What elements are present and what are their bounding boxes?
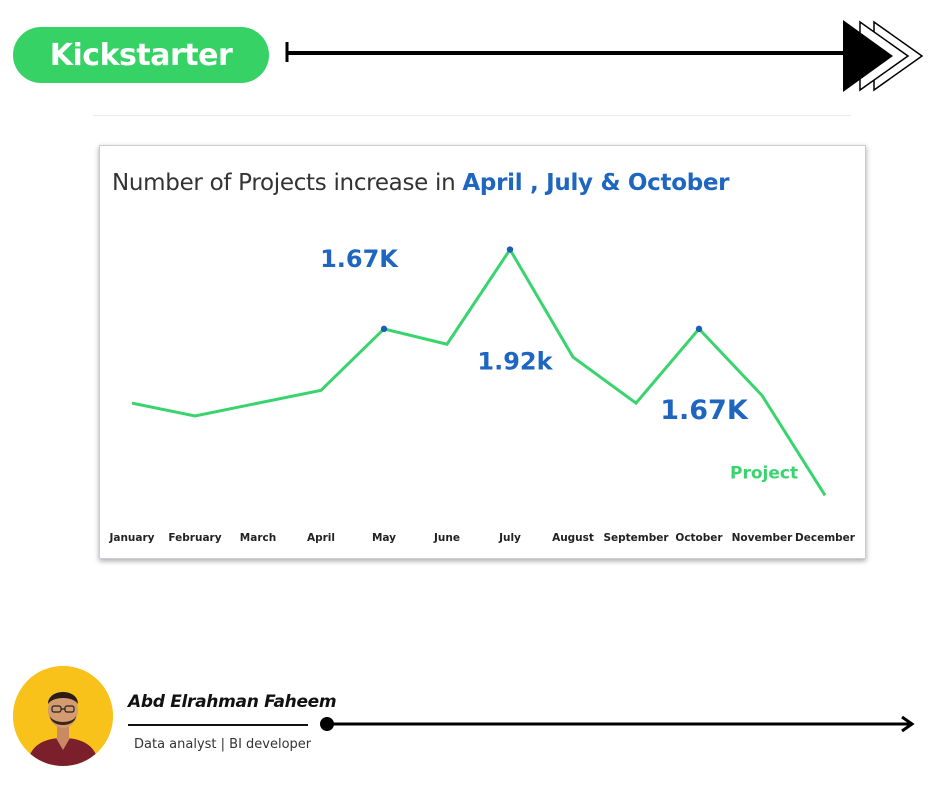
brand-name: Kickstarter — [49, 37, 233, 73]
series-legend-label: Project — [730, 463, 798, 483]
chart-title-highlight: April , July & October — [462, 170, 730, 196]
author-name: Abd Elrahman Faheem — [128, 692, 337, 712]
highlight-marker — [695, 325, 703, 333]
brand-logo: Kickstarter — [13, 27, 269, 83]
chart-title: Number of Projects increase in April , J… — [112, 170, 730, 196]
data-label: 1.67K — [660, 395, 749, 426]
person-icon — [13, 666, 113, 766]
x-tick-label: May — [372, 532, 396, 544]
header-divider — [93, 115, 851, 116]
x-tick-label: August — [552, 532, 594, 544]
x-tick-label: June — [433, 532, 460, 544]
author-underline — [128, 724, 308, 726]
author-role: Data analyst | BI developer — [134, 737, 312, 752]
x-tick-label: January — [108, 532, 154, 544]
chart-title-prefix: Number of Projects increase in — [112, 170, 463, 196]
data-label: 1.92k — [477, 348, 553, 376]
x-tick-label: April — [307, 532, 335, 544]
x-tick-label: July — [498, 532, 521, 544]
avatar — [13, 666, 113, 766]
line-chart: 1.67K 1.92k 1.67K Project January February Mar… — [108, 245, 856, 544]
footer-arrow-icon — [320, 715, 915, 733]
x-tick-label: October — [675, 532, 723, 544]
chart-card: Number of Projects increase in April , J… — [99, 145, 866, 559]
data-label: 1.67K — [320, 245, 399, 273]
x-tick-label: September — [603, 532, 669, 544]
series-line-project — [131, 246, 827, 497]
x-tick-label: February — [168, 532, 221, 544]
highlight-marker — [506, 246, 514, 253]
highlight-marker — [380, 325, 388, 333]
x-tick-label: December — [795, 532, 856, 544]
x-tick-label: March — [240, 532, 276, 544]
x-tick-label: November — [732, 532, 794, 544]
header-arrow-icon — [285, 20, 924, 92]
